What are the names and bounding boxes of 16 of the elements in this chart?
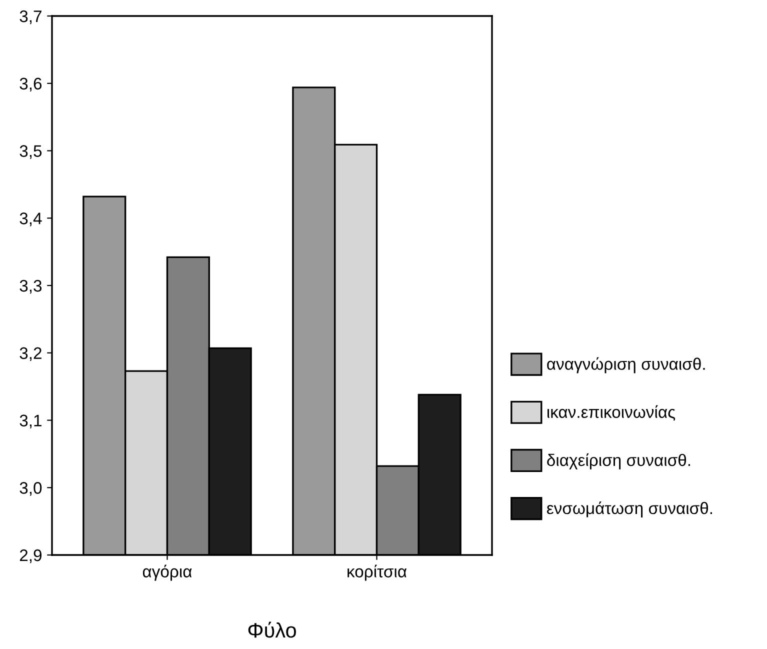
x-tick-label: αγόρια [142, 564, 192, 581]
y-tick-label: 3,6 [20, 78, 42, 92]
x-tick-label: κορίτσια [348, 564, 407, 581]
y-tick-label: 3,2 [20, 347, 42, 362]
legend-label: διαχείριση συναισθ. [547, 453, 690, 470]
legend-label: ικαν.επικοινωνίας [548, 405, 676, 421]
y-tick-label: 3,0 [20, 482, 42, 496]
y-tick-label: 3,5 [20, 145, 42, 159]
x-axis-title: Φύλο [248, 622, 296, 638]
legend-label: ενσωμάτωση συναισθ. [546, 501, 712, 518]
y-tick-label: 3,4 [20, 212, 42, 226]
y-tick-label: 3,1 [20, 414, 42, 428]
y-tick-label: 2,9 [20, 549, 42, 564]
legend-label: αναγνώριση συναισθ. [547, 357, 705, 374]
y-tick-label: 3,7 [20, 10, 42, 24]
y-tick-label: 3,3 [20, 280, 42, 294]
